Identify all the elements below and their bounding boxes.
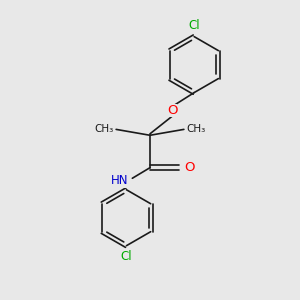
Text: Cl: Cl — [188, 19, 200, 32]
Text: HN: HN — [110, 174, 128, 188]
Text: Cl: Cl — [121, 250, 132, 263]
Text: CH₃: CH₃ — [186, 124, 206, 134]
Text: CH₃: CH₃ — [94, 124, 114, 134]
Text: O: O — [185, 161, 195, 174]
Text: O: O — [167, 104, 177, 118]
